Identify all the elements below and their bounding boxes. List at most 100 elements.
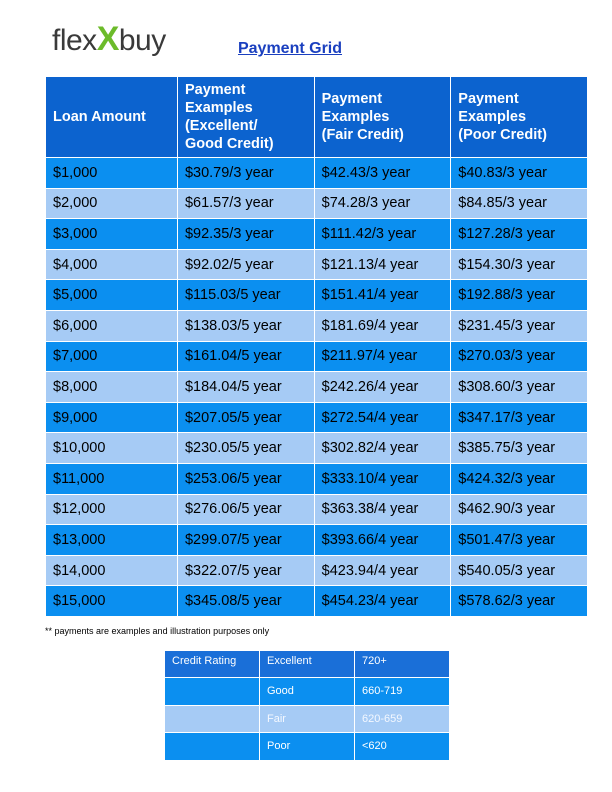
table-cell: $211.97/4 year: [313, 340, 452, 373]
credit-cell: [164, 704, 260, 733]
table-row: $4,000 $92.02/5 year $121.13/4 year $154.30…: [45, 248, 588, 281]
table-cell: $454.23/4 year: [313, 585, 452, 617]
logo-x: X: [96, 20, 120, 58]
header-line: Loan Amount: [53, 109, 146, 125]
table-cell: $184.04/5 year: [176, 371, 315, 403]
credit-cell: Poor: [259, 732, 355, 761]
table-cell: $230.05/5 year: [176, 432, 315, 464]
table-cell: $3,000: [45, 218, 178, 250]
table-cell: $61.57/3 year: [176, 187, 315, 220]
table-cell: $363.38/4 year: [313, 493, 452, 526]
credit-cell: Excellent: [259, 650, 355, 678]
table-row: $14,000 $322.07/5 year $423.94/4 year $540.…: [45, 554, 588, 587]
header-line: Payment: [321, 91, 383, 107]
payment-table: Loan Amount Payment Examples (Excellent/Goo…: [45, 76, 588, 617]
table-cell: $4,000: [45, 248, 178, 281]
footnote: ** payments are examples and illustratio…: [45, 626, 270, 636]
header-line: Examples: [458, 109, 527, 125]
table-cell: $345.08/5 year: [176, 585, 315, 617]
table-cell: $276.06/5 year: [176, 493, 315, 526]
table-row: $7,000 $161.04/5 year $211.97/4 year $270.0…: [45, 340, 588, 373]
header-line: Payment: [184, 82, 246, 98]
header-cell: Payment Examples (Poor Credit): [450, 76, 588, 158]
table-cell: $84.85/3 year: [450, 187, 588, 220]
credit-cell: [164, 677, 260, 706]
table-cell: $111.42/3 year: [313, 218, 452, 250]
table-cell: $161.04/5 year: [176, 340, 315, 373]
table-cell: $92.02/5 year: [176, 248, 315, 281]
logo-text: buy: [118, 24, 166, 57]
header-line: Good Credit): [184, 136, 274, 152]
credit-row: Credit Rating Excellent 720+: [164, 650, 450, 678]
credit-cell: 720+: [354, 650, 450, 678]
table-cell: $154.30/3 year: [450, 248, 588, 281]
table-cell: $14,000: [45, 554, 178, 587]
table-cell: $74.28/3 year: [313, 187, 452, 220]
logo: flexXbuy: [52, 20, 166, 59]
header-cell: Payment Examples (Excellent/Good Credit): [176, 76, 315, 158]
table-cell: $423.94/4 year: [313, 554, 452, 587]
table-cell: $115.03/5 year: [176, 279, 315, 311]
table-cell: $12,000: [45, 493, 178, 526]
header-line: (Poor Credit): [458, 127, 547, 143]
title-text: Payment Grid: [237, 40, 343, 57]
table-row: $6,000 $138.03/5 year $181.69/4 year $231.4…: [45, 309, 588, 342]
table-cell: $15,000: [45, 585, 178, 617]
table-cell: $578.62/3 year: [450, 585, 588, 617]
table-cell: $121.13/4 year: [313, 248, 452, 281]
table-row: $9,000 $207.05/5 year $272.54/4 year $347.1…: [45, 401, 588, 434]
table-row: $1,000 $30.79/3 year $42.43/3 year $40.83/3…: [45, 157, 588, 189]
table-cell: $207.05/5 year: [176, 401, 315, 434]
table-cell: $393.66/4 year: [313, 524, 452, 556]
header-cell: Loan Amount: [45, 76, 178, 158]
table-cell: $7,000: [45, 340, 178, 373]
table-cell: $253.06/5 year: [176, 462, 315, 495]
table-cell: $540.05/3 year: [450, 554, 588, 587]
table-cell: $231.45/3 year: [450, 309, 588, 342]
credit-cell: <620: [354, 732, 450, 761]
credit-cell: Credit Rating: [164, 650, 260, 678]
table-cell: $322.07/5 year: [176, 554, 315, 587]
table-cell: $6,000: [45, 309, 178, 342]
credit-row: Fair 620-659: [164, 704, 450, 733]
table-cell: $242.26/4 year: [313, 371, 452, 403]
table-cell: $333.10/4 year: [313, 462, 452, 495]
table-cell: $92.35/3 year: [176, 218, 315, 250]
header-line: Payment: [458, 91, 519, 107]
table-cell: $181.69/4 year: [313, 309, 452, 342]
table-cell: $8,000: [45, 371, 178, 403]
table-row: $13,000 $299.07/5 year $393.66/4 year $501.…: [45, 524, 588, 556]
table-cell: $2,000: [45, 187, 178, 220]
table-cell: $127.28/3 year: [450, 218, 588, 250]
table-cell: $299.07/5 year: [176, 524, 315, 556]
table-cell: $151.41/4 year: [313, 279, 452, 311]
table-row: $5,000 $115.03/5 year $151.41/4 year $192.8…: [45, 279, 588, 311]
table-cell: $42.43/3 year: [313, 157, 452, 189]
table-cell: $30.79/3 year: [176, 157, 315, 189]
credit-table: Credit Rating Excellent 720+ Good 660-719 Fai…: [164, 650, 450, 761]
table-cell: $501.47/3 year: [450, 524, 588, 556]
header-cell: Payment Examples (Fair Credit): [313, 76, 452, 158]
table-row: $3,000 $92.35/3 year $111.42/3 year $127.28…: [45, 218, 588, 250]
table-row: $11,000 $253.06/5 year $333.10/4 year $424.…: [45, 462, 588, 495]
credit-cell: Good: [259, 677, 355, 706]
table-cell: $308.60/3 year: [450, 371, 588, 403]
header-line: (Excellent/: [184, 118, 258, 134]
table-row: $2,000 $61.57/3 year $74.28/3 year $84.85/3…: [45, 187, 588, 220]
table-cell: $5,000: [45, 279, 178, 311]
credit-row: Good 660-719: [164, 677, 450, 706]
table-cell: $11,000: [45, 462, 178, 495]
table-cell: $385.75/3 year: [450, 432, 588, 464]
table-row: $8,000 $184.04/5 year $242.26/4 year $308.6…: [45, 371, 588, 403]
table-cell: $9,000: [45, 401, 178, 434]
table-cell: $462.90/3 year: [450, 493, 588, 526]
header-line: Examples: [184, 100, 253, 116]
table-cell: $272.54/4 year: [313, 401, 452, 434]
table-row: $12,000 $276.06/5 year $363.38/4 year $462.…: [45, 493, 588, 526]
table-cell: $192.88/3 year: [450, 279, 588, 311]
credit-cell: 660-719: [354, 677, 450, 706]
table-cell: $270.03/3 year: [450, 340, 588, 373]
credit-cell: [164, 732, 260, 761]
table-cell: $10,000: [45, 432, 178, 464]
